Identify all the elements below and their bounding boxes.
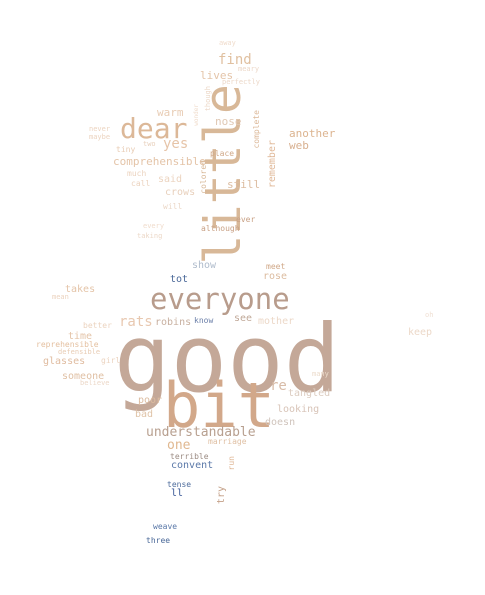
word-two: two — [143, 140, 156, 148]
word-keep: keep — [408, 327, 433, 338]
word-wonder: wonder — [193, 104, 200, 126]
word-remember: remember — [267, 140, 278, 189]
word-ll: ll — [171, 488, 184, 499]
word-oh: oh — [425, 311, 434, 319]
word-re: re — [270, 378, 287, 394]
word-tiny: tiny — [116, 145, 136, 154]
word-web: web — [289, 139, 309, 152]
word-colored: colored — [199, 160, 208, 194]
word-place: place — [210, 149, 235, 158]
word-robins: robins — [155, 317, 192, 328]
word-takes: takes — [65, 284, 96, 295]
word-reprehensible: reprehensible — [36, 340, 99, 349]
word-glasses: glasses — [43, 356, 86, 367]
word-doesn: doesn — [265, 417, 296, 428]
word-dear: dear — [120, 112, 188, 145]
word-believe: believe — [80, 379, 110, 387]
word-run: run — [227, 456, 236, 471]
word-never: never — [89, 125, 111, 133]
word-another: another — [289, 127, 336, 140]
word-still: still — [227, 178, 261, 191]
word-find: find — [218, 52, 252, 68]
word-show: show — [192, 260, 217, 271]
word-every: every — [143, 222, 165, 230]
word-poor: poor — [138, 395, 163, 406]
word-though: though — [204, 86, 212, 112]
word-weave: weave — [153, 522, 178, 531]
word-three: three — [146, 536, 171, 545]
word-meary: meary — [238, 65, 260, 73]
word-away: away — [219, 39, 236, 47]
word-time: time — [68, 331, 93, 342]
word-warm: warm — [157, 106, 184, 119]
word-looking: looking — [277, 404, 320, 415]
word-girl: girl — [101, 356, 121, 365]
word-someone: someone — [62, 371, 105, 382]
word-maybe: maybe — [89, 133, 111, 141]
word-although: although — [201, 224, 240, 233]
word-much: much — [127, 169, 147, 178]
word-bad: bad — [135, 409, 154, 420]
word-many: many — [312, 370, 329, 378]
word-tense: tense — [167, 480, 192, 489]
word-know: know — [194, 316, 214, 325]
word-rose: rose — [263, 271, 288, 282]
word-nose: nose — [215, 115, 242, 128]
word-ever: ever — [236, 215, 256, 224]
word-call: call — [131, 179, 151, 188]
word-marriage: marriage — [208, 437, 247, 446]
word-mean: mean — [52, 293, 69, 301]
word-complete: complete — [252, 110, 261, 149]
word-tot: tot — [170, 274, 189, 285]
word-comprehensible: comprehensible — [113, 155, 206, 168]
word-perfectly: perfectly — [222, 78, 260, 86]
word-meet: meet — [266, 262, 286, 271]
word-better: better — [83, 321, 112, 330]
word-everyone: everyone — [150, 282, 290, 316]
word-said: said — [158, 174, 183, 185]
word-lives: lives — [200, 69, 234, 82]
word-yes: yes — [163, 136, 189, 152]
word-good: good — [114, 305, 341, 414]
word-will: will — [163, 202, 183, 211]
word-terrible: terrible — [170, 452, 209, 461]
word-convent: convent — [171, 460, 214, 471]
word-see: see — [234, 313, 253, 324]
word-tangled: tangled — [288, 388, 331, 399]
word-crows: crows — [165, 187, 196, 198]
word-rats: rats — [119, 314, 153, 330]
word-understandable: understandable — [146, 425, 256, 440]
word-taking: taking — [137, 232, 163, 240]
word-one: one — [167, 438, 191, 453]
word-defensible: defensible — [58, 348, 101, 356]
word-bit: bit — [163, 369, 275, 442]
word-try: try — [216, 486, 227, 505]
word-mother: mother — [258, 316, 295, 327]
